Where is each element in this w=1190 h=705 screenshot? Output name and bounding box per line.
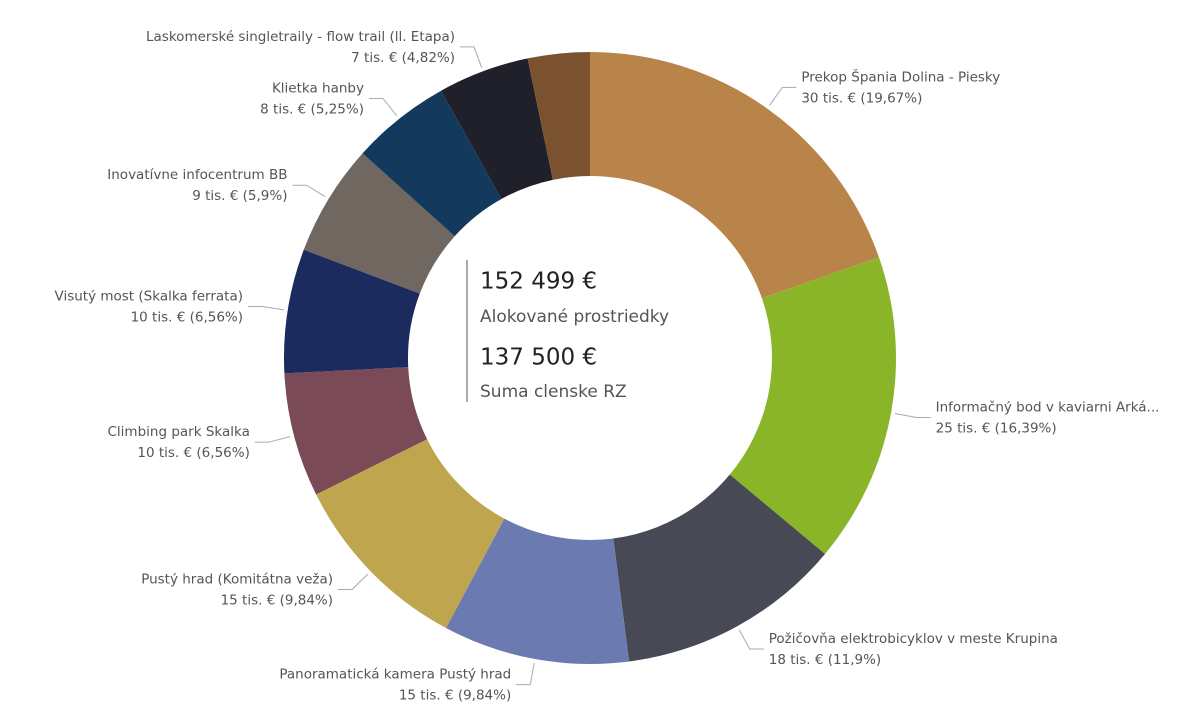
donut-slice: [316, 439, 505, 628]
slice-value-label: 9 tis. € (5,9%): [192, 188, 287, 204]
center-label: Suma clenske RZ: [480, 382, 627, 402]
slice-label: Informačný bod v kaviarni Arká...: [936, 399, 1160, 415]
donut-slice: [284, 367, 428, 495]
slice-value-label: 10 tis. € (6,56%): [131, 309, 243, 325]
donut-slice: [441, 58, 553, 200]
donut-slice: [613, 474, 826, 662]
leader-line: [769, 86, 797, 106]
slice-label: Panoramatická kamera Pustý hrad: [279, 667, 511, 683]
leader-line: [292, 184, 326, 198]
slice-value-label: 7 tis. € (4,82%): [351, 50, 455, 66]
leader-line: [460, 46, 483, 68]
donut-slice: [445, 518, 630, 664]
slice-label: Klietka hanby: [272, 80, 364, 96]
donut-slice: [284, 249, 420, 374]
slice-label: Laskomerské singletraily - flow trail (l…: [146, 29, 455, 45]
center-value: 137 500 €: [480, 345, 597, 371]
donut-slice: [590, 52, 880, 299]
leader-line: [894, 413, 931, 418]
donut-slice: [527, 52, 590, 180]
donut-slice: [303, 153, 455, 294]
donut-slice: [729, 257, 896, 554]
slice-label: Prekop Špania Dolina - Piesky: [801, 67, 1000, 85]
leader-line: [338, 573, 369, 590]
slice-label: Pustý hrad (Komitátna veža): [141, 571, 333, 587]
slice-value-label: 30 tis. € (19,67%): [801, 90, 922, 106]
center-label: Alokované prostriedky: [480, 307, 669, 327]
slice-label: Climbing park Skalka: [108, 424, 250, 440]
slice-value-label: 18 tis. € (11,9%): [769, 652, 881, 668]
slice-label: Inovatívne infocentrum BB: [107, 167, 287, 183]
slice-value-label: 10 tis. € (6,56%): [137, 445, 249, 461]
slice-value-label: 8 tis. € (5,25%): [260, 101, 364, 117]
slice-label: Požičovňa elektrobicyklov v meste Krupin…: [769, 631, 1058, 647]
donut-slice: [362, 90, 502, 237]
slice-value-label: 15 tis. € (9,84%): [399, 688, 511, 704]
center-value: 152 499 €: [480, 269, 597, 295]
leader-line: [368, 97, 398, 116]
slice-value-label: 15 tis. € (9,84%): [221, 592, 333, 608]
leader-line: [738, 629, 764, 650]
slice-value-label: 25 tis. € (16,39%): [936, 420, 1057, 436]
leader-line: [248, 305, 284, 311]
leader-line: [516, 662, 535, 686]
leader-line: [254, 436, 291, 443]
slice-label: Visutý most (Skalka ferrata): [55, 288, 244, 304]
